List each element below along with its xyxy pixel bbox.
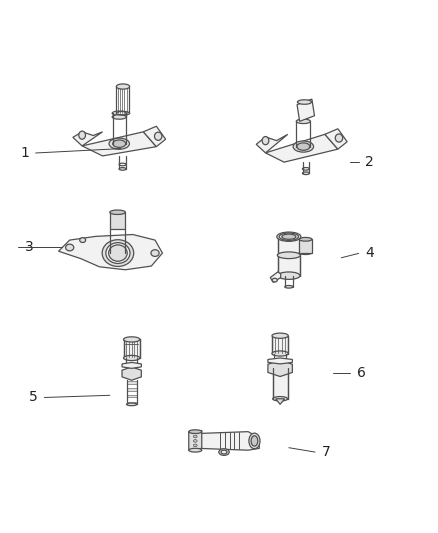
Polygon shape [127,395,137,398]
Ellipse shape [251,436,258,446]
Polygon shape [110,212,125,229]
Ellipse shape [279,233,299,240]
Ellipse shape [272,351,288,356]
Ellipse shape [278,272,300,279]
Ellipse shape [262,136,269,144]
Ellipse shape [127,364,137,367]
Ellipse shape [299,237,312,241]
Ellipse shape [302,172,310,175]
Polygon shape [82,132,156,156]
Polygon shape [265,134,338,162]
Ellipse shape [189,448,202,452]
Ellipse shape [109,138,130,149]
Polygon shape [273,368,288,399]
Ellipse shape [155,132,162,140]
Polygon shape [268,360,292,376]
Polygon shape [127,402,137,405]
Polygon shape [124,340,140,358]
Ellipse shape [79,131,85,139]
Text: 7: 7 [321,445,330,459]
Ellipse shape [272,278,277,282]
Polygon shape [198,432,259,450]
Ellipse shape [297,100,311,104]
Polygon shape [73,132,102,146]
Ellipse shape [80,238,86,243]
Text: 3: 3 [25,240,33,254]
Polygon shape [325,129,347,149]
Polygon shape [276,399,285,405]
Ellipse shape [66,244,74,251]
Ellipse shape [113,140,126,148]
Ellipse shape [151,250,159,256]
Text: 6: 6 [357,367,365,381]
Ellipse shape [112,115,126,119]
Polygon shape [268,358,292,364]
Ellipse shape [102,240,134,266]
Ellipse shape [116,84,130,89]
Ellipse shape [106,243,130,263]
Ellipse shape [282,234,296,239]
Polygon shape [127,388,137,391]
Ellipse shape [293,141,314,152]
Ellipse shape [110,210,125,214]
Ellipse shape [272,333,288,338]
Ellipse shape [273,397,288,401]
Ellipse shape [194,435,197,438]
Polygon shape [143,126,166,147]
Ellipse shape [124,356,140,360]
Polygon shape [127,381,137,384]
Ellipse shape [189,430,202,433]
Ellipse shape [249,433,260,449]
Ellipse shape [127,403,137,406]
Ellipse shape [277,252,300,259]
Polygon shape [297,99,314,122]
Ellipse shape [335,134,343,142]
Text: 2: 2 [365,155,374,169]
Ellipse shape [109,245,127,261]
Polygon shape [189,431,202,450]
Ellipse shape [299,251,312,255]
Polygon shape [122,367,141,380]
Polygon shape [270,272,281,282]
Ellipse shape [119,163,126,166]
Ellipse shape [274,359,286,363]
Ellipse shape [302,167,310,170]
Ellipse shape [194,440,197,442]
Ellipse shape [112,111,126,116]
Ellipse shape [297,143,310,150]
Ellipse shape [221,450,227,454]
Ellipse shape [119,167,126,170]
Text: 5: 5 [29,391,38,405]
Polygon shape [59,235,162,270]
Ellipse shape [194,444,197,447]
Text: 1: 1 [20,146,29,160]
Ellipse shape [277,232,301,241]
Polygon shape [256,134,288,153]
Text: 4: 4 [365,246,374,261]
Ellipse shape [219,449,229,455]
Ellipse shape [285,286,293,288]
Ellipse shape [296,119,311,124]
Polygon shape [278,237,300,276]
Ellipse shape [124,337,140,342]
Polygon shape [272,336,288,353]
Polygon shape [122,362,141,368]
Polygon shape [299,239,312,253]
